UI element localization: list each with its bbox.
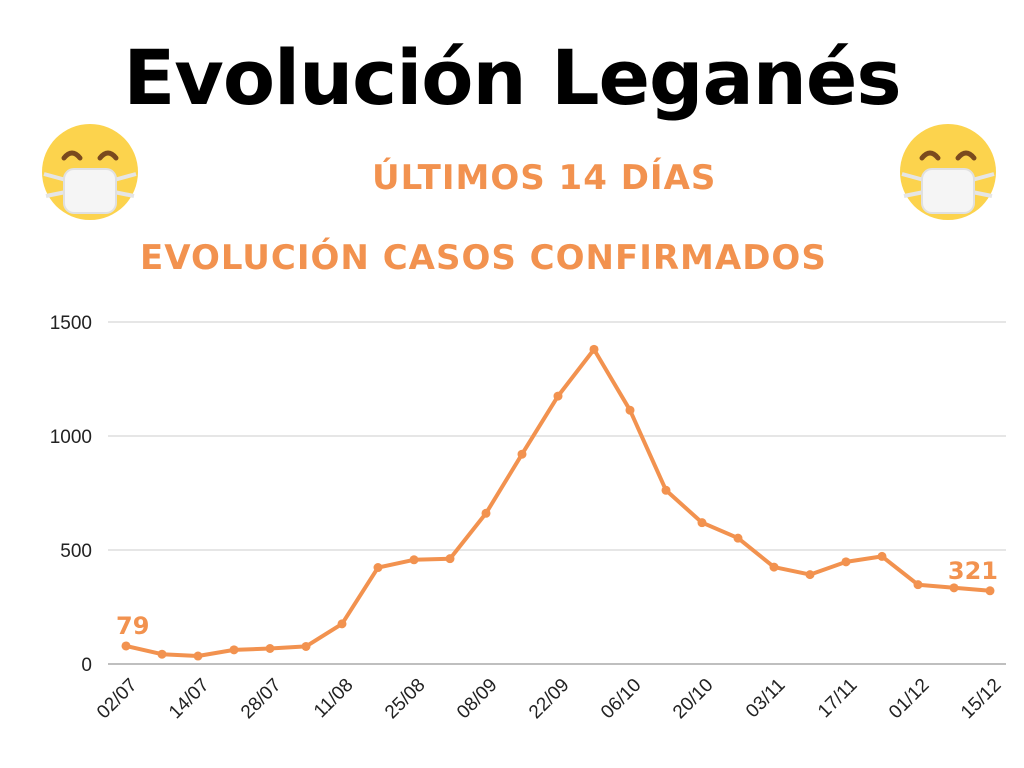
y-tick-label: 1000: [50, 427, 92, 448]
data-point: [697, 518, 707, 528]
x-tick-label: 20/10: [669, 675, 717, 723]
x-tick-label: 17/11: [814, 675, 861, 722]
data-point: [625, 405, 635, 415]
x-tick-label: 01/12: [885, 675, 933, 723]
data-point: [157, 649, 167, 659]
data-point: [373, 563, 383, 573]
data-point: [769, 562, 779, 572]
data-point: [733, 533, 743, 543]
x-tick-label: 02/07: [93, 675, 141, 723]
data-point: [949, 583, 959, 593]
data-point: [553, 391, 563, 401]
period-subtitle: ÚLTIMOS 14 DÍAS: [372, 158, 717, 198]
x-tick-label: 15/12: [957, 675, 1005, 723]
y-tick-label: 1500: [50, 313, 92, 334]
x-tick-label: 08/09: [453, 675, 501, 723]
data-label: 321: [948, 557, 998, 585]
data-point: [445, 554, 455, 564]
data-point: [841, 557, 851, 567]
x-tick-label: 03/11: [742, 675, 789, 722]
data-point: [121, 641, 131, 651]
data-point: [517, 449, 527, 459]
data-point: [589, 344, 599, 354]
x-tick-label: 11/08: [310, 675, 357, 722]
metric-subtitle: EVOLUCIÓN CASOS CONFIRMADOS: [140, 238, 827, 278]
x-tick-label: 28/07: [237, 675, 285, 723]
data-point: [301, 641, 311, 651]
data-point: [193, 651, 203, 661]
data-point: [913, 580, 923, 590]
page-title: Evolución Leganés: [123, 33, 901, 122]
x-tick-label: 25/08: [381, 675, 429, 723]
x-tick-label: 06/10: [597, 675, 645, 723]
data-point: [661, 485, 671, 495]
data-point: [877, 551, 887, 561]
data-point: [229, 645, 239, 655]
data-point: [265, 643, 275, 653]
face-with-medical-mask-icon: [900, 124, 996, 220]
data-point: [805, 570, 815, 580]
x-tick-label: 22/09: [525, 675, 573, 723]
x-tick-label: 14/07: [165, 675, 213, 723]
y-tick-label: 0: [81, 655, 92, 676]
data-point: [337, 619, 347, 629]
data-point: [481, 508, 491, 518]
y-tick-label: 500: [60, 541, 92, 562]
data-point: [985, 586, 995, 596]
data-point: [409, 555, 419, 565]
data-label: 79: [116, 612, 149, 640]
face-with-medical-mask-icon: [42, 124, 138, 220]
